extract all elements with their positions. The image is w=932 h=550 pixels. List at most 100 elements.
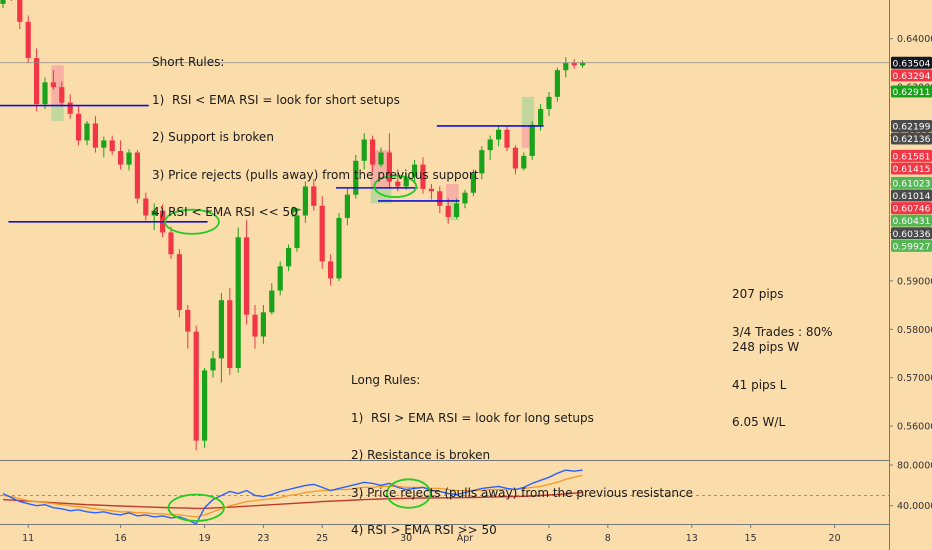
candle-body [403,176,409,187]
candle-body [252,314,258,337]
time-tick-label-9: 13 [686,533,698,544]
short-rule-1: 1) RSI < EMA RSI = look for short setups [152,92,400,107]
time-tick-label-2: 19 [199,533,211,544]
rsi-tick-label-0: 80.00000 [897,461,932,472]
long-rules-note: Long Rules: 1) RSI > EMA RSI = look for … [351,349,693,549]
time-tick-label-10: 15 [745,533,757,544]
candle-body [504,129,510,148]
ema-rsi-line [2,474,583,518]
candle-body [470,173,476,193]
highlight-circle-0 [164,208,220,235]
candle-body [176,254,182,310]
candle-body [50,82,56,88]
candle-body [286,247,292,267]
candle-body [538,108,544,125]
price-label-11: 0.60336 [893,229,931,240]
candle-body [395,181,401,187]
candle-body [479,150,485,174]
trade-profit-zone-0 [51,105,64,122]
trades-win-rate: 3/4 Trades : 80% [732,324,833,339]
candle-body [277,266,283,291]
short-rule-3: 3) Price rejects (pulls away) from the p… [152,167,479,182]
long-rule-1: 1) RSI > EMA RSI = look for long setups [351,410,594,425]
candle-body [25,21,31,59]
price-label-bg-5 [891,149,932,162]
pips-won: 248 pips W [732,340,800,354]
candle-body [302,186,308,216]
candle-body [118,151,124,165]
candle-body [370,139,376,165]
price-label-8: 0.61014 [893,191,931,202]
candle-body [42,82,48,105]
candle-body [521,155,527,169]
candle-body [319,205,325,262]
rsi-ema-long-line [2,491,583,510]
price-label-bg-2 [891,85,932,98]
candle-body [563,62,569,71]
candle-body [67,102,73,114]
rsi-line [2,469,583,525]
candle-body [0,0,6,4]
price-label-3: 0.62199 [893,121,931,132]
candle-body [269,290,275,313]
time-tick-label-6: Apr [457,533,474,544]
trade-stop-zone-2 [446,184,459,201]
trade-stop-zone-1 [370,150,392,188]
flag-icon [292,206,302,213]
candle-body [554,70,560,97]
price-label-4: 0.62136 [893,134,931,145]
long-rules-title: Long Rules: [351,373,421,387]
candles-group [0,0,586,451]
price-label-5: 0.61581 [893,151,931,162]
candle-body [487,139,493,151]
price-label-bg-8 [891,189,932,202]
trade-profit-zone-3 [521,96,535,126]
highlight-circle-3 [385,478,432,509]
candle-body [428,188,434,192]
price-label-bg-4 [891,132,932,145]
price-label-bg-1 [891,69,932,82]
time-tick-label-3: 23 [257,533,269,544]
candle-body [126,152,132,165]
candle-body [445,205,451,217]
candle-body [185,309,191,332]
price-label-6: 0.61415 [893,164,931,175]
pips-lost: 41 pips L [732,377,787,392]
highlight-circle-1 [373,174,418,198]
price-label-bg-6 [891,162,932,175]
time-tick-label-11: 20 [829,533,841,544]
short-rule-2: 2) Support is broken [152,130,274,144]
long-rule-4: 4) RSI > EMA RSI >> 50 [351,523,497,537]
long-rule-2: 2) Resistance is broken [351,448,491,462]
price-label-bg-10 [891,214,932,227]
candle-body [151,210,157,216]
candle-body [168,232,174,255]
candle-body [109,140,115,152]
candle-body [92,123,98,148]
candle-body [202,370,208,441]
price-label-9: 0.60746 [893,204,931,215]
candle-body [412,164,418,177]
time-tick-label-1: 16 [115,533,127,544]
price-label-bg-0 [891,56,932,69]
long-rule-3: 3) Price rejects (pulls away) from the p… [351,485,694,500]
candle-body [294,215,300,248]
candle-body [546,96,552,109]
candle-body [353,160,359,195]
candle-body [101,140,107,148]
time-tick-label-8: 8 [605,533,611,544]
candle-body [34,58,40,105]
candle-body [84,123,90,141]
candle-body [361,139,367,161]
time-tick-label-5: 30 [400,533,412,544]
pips-summary-note: 207 pips 3/4 Trades : 80% [732,263,833,351]
candle-body [210,358,216,371]
price-label-0: 0.63504 [893,58,931,69]
candle-body [311,186,317,206]
candle-body [218,300,224,359]
